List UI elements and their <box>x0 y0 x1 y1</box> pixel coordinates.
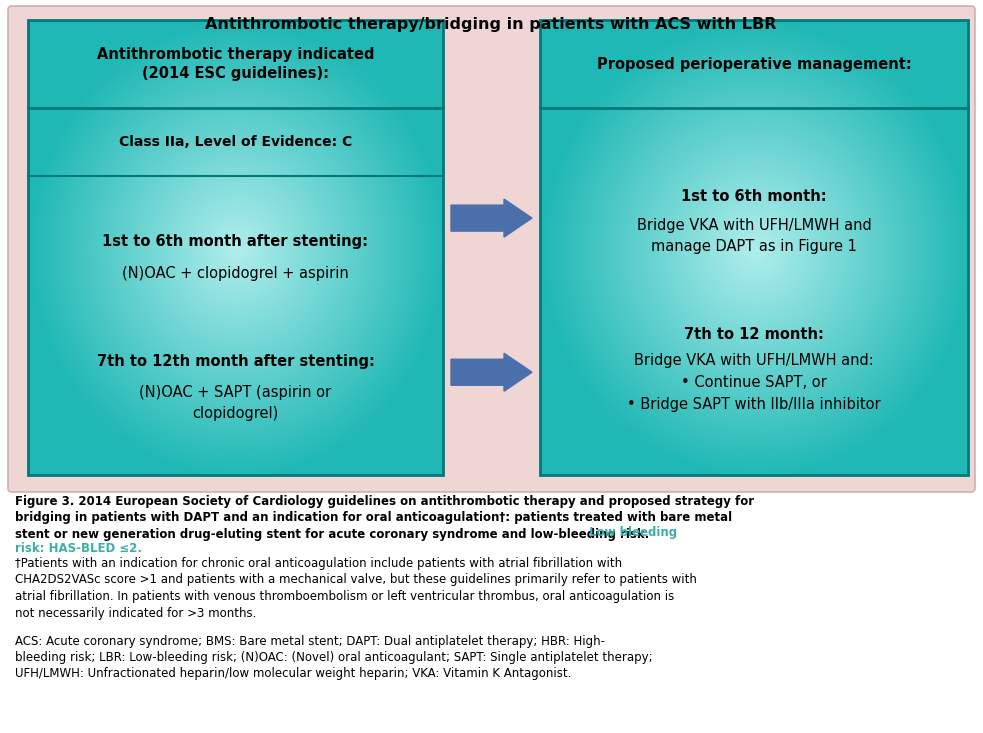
FancyBboxPatch shape <box>8 6 975 492</box>
Text: †Patients with an indication for chronic oral anticoagulation include patients w: †Patients with an indication for chronic… <box>15 557 697 619</box>
Text: (N)OAC + SAPT (aspirin or
clopidogrel): (N)OAC + SAPT (aspirin or clopidogrel) <box>140 386 331 421</box>
Text: 1st to 6th month:: 1st to 6th month: <box>681 188 827 204</box>
Text: 7th to 12 month:: 7th to 12 month: <box>684 327 824 342</box>
Text: Proposed perioperative management:: Proposed perioperative management: <box>597 56 911 72</box>
Text: Figure 3. 2014 European Society of Cardiology guidelines on antithrombotic thera: Figure 3. 2014 European Society of Cardi… <box>15 495 754 541</box>
Text: Bridge VKA with UFH/LMWH and
manage DAPT as in Figure 1: Bridge VKA with UFH/LMWH and manage DAPT… <box>637 218 871 254</box>
Text: 1st to 6th month after stenting:: 1st to 6th month after stenting: <box>102 235 369 249</box>
Text: ACS: Acute coronary syndrome; BMS: Bare metal stent; DAPT: Dual antiplatelet the: ACS: Acute coronary syndrome; BMS: Bare … <box>15 635 653 680</box>
Text: Bridge VKA with UFH/LMWH and:
• Continue SAPT, or
• Bridge SAPT with IIb/IIIa in: Bridge VKA with UFH/LMWH and: • Continue… <box>627 353 881 412</box>
Text: (N)OAC + clopidogrel + aspirin: (N)OAC + clopidogrel + aspirin <box>122 266 349 281</box>
Text: 7th to 12th month after stenting:: 7th to 12th month after stenting: <box>96 354 375 369</box>
Polygon shape <box>451 199 532 237</box>
Polygon shape <box>451 353 532 391</box>
Text: Low bleeding: Low bleeding <box>585 526 677 539</box>
Text: Antithrombotic therapy indicated
(2014 ESC guidelines):: Antithrombotic therapy indicated (2014 E… <box>96 47 375 81</box>
Text: risk: HAS-BLED ≤2.: risk: HAS-BLED ≤2. <box>15 542 142 554</box>
Text: Class IIa, Level of Evidence: C: Class IIa, Level of Evidence: C <box>119 135 352 149</box>
Text: Antithrombotic therapy/bridging in patients with ACS with LBR: Antithrombotic therapy/bridging in patie… <box>205 18 777 32</box>
